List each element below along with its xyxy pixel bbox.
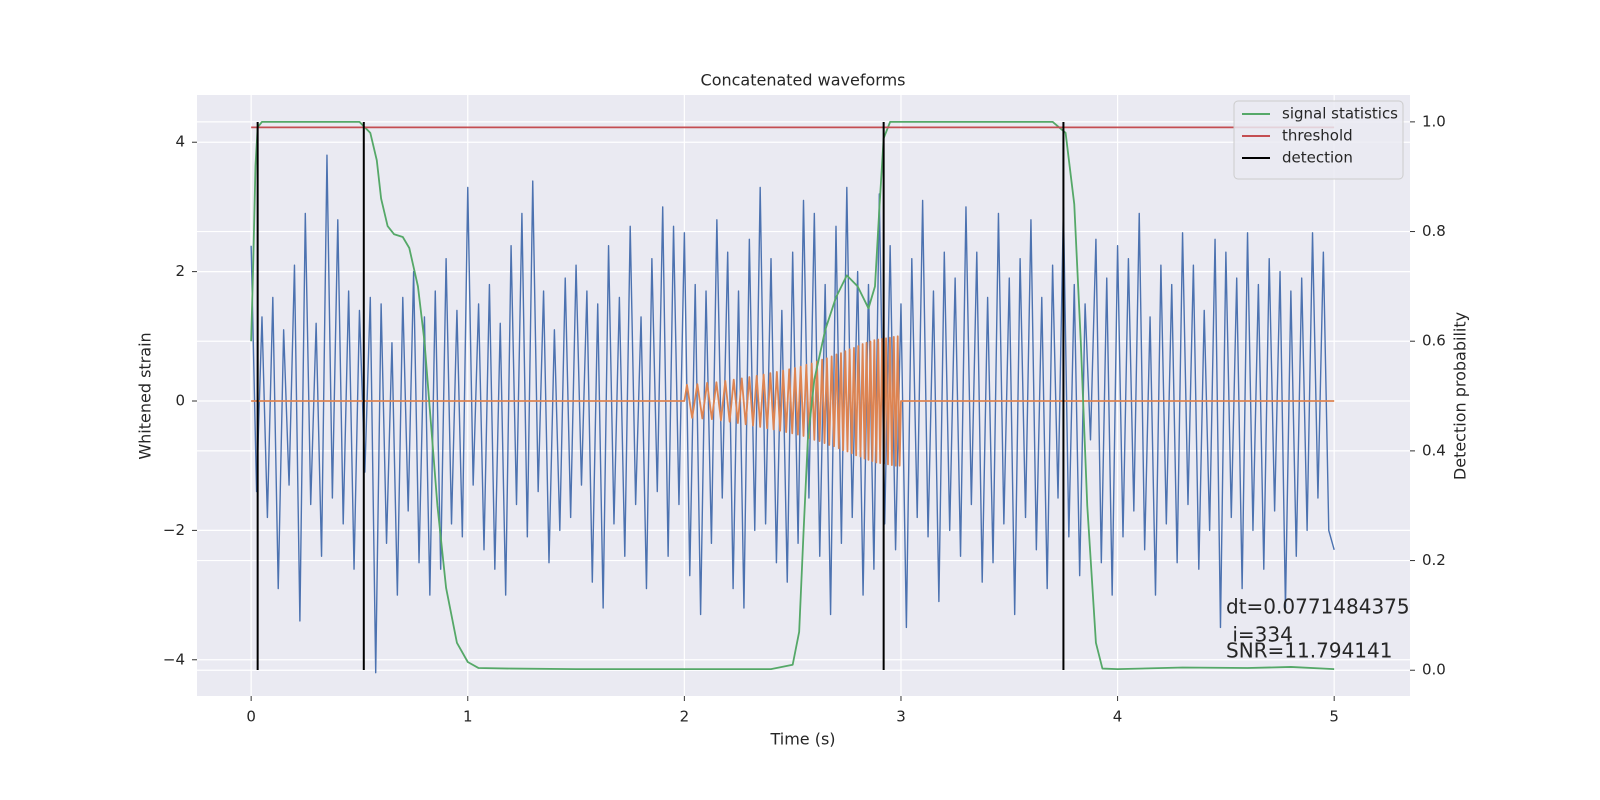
x-tick-label: 1 [463, 708, 473, 726]
annotation: dt=0.0771484375 [1226, 595, 1410, 619]
y2-tick-label: 1.0 [1422, 112, 1446, 130]
annotation: SNR=11.794141 [1226, 639, 1392, 663]
y2-tick-label: 0.0 [1422, 661, 1446, 679]
chart-title: Concatenated waveforms [701, 71, 906, 90]
y-tick-label: −4 [163, 650, 185, 668]
legend-label: detection [1282, 149, 1353, 167]
y2-tick-label: 0.2 [1422, 551, 1446, 569]
plot-area [197, 95, 1410, 696]
annotation: i=334 [1226, 623, 1293, 647]
x-tick-label: 0 [246, 708, 256, 726]
legend-label: signal statistics [1282, 105, 1398, 123]
x-tick-label: 3 [896, 708, 906, 726]
x-tick-label: 5 [1329, 708, 1339, 726]
x-tick-label: 2 [680, 708, 690, 726]
x-axis-label: Time (s) [769, 730, 835, 749]
y2-tick-label: 0.8 [1422, 222, 1446, 240]
y2-tick-label: 0.4 [1422, 441, 1446, 459]
series-line [250, 154, 1335, 674]
y2-tick-label: 0.6 [1422, 332, 1446, 350]
y-tick-label: 2 [175, 262, 185, 280]
series-line [250, 120, 1335, 671]
legend-label: threshold [1282, 127, 1353, 145]
y-axis-label: Whitened strain [136, 332, 155, 459]
legend-box [1233, 100, 1404, 180]
y-tick-label: 4 [175, 133, 185, 151]
x-tick-label: 4 [1113, 708, 1123, 726]
y-tick-label: −2 [163, 521, 185, 539]
series-line [251, 335, 1335, 467]
y-tick-label: 0 [175, 391, 185, 409]
y2-axis-label: Detection probability [1451, 312, 1470, 480]
